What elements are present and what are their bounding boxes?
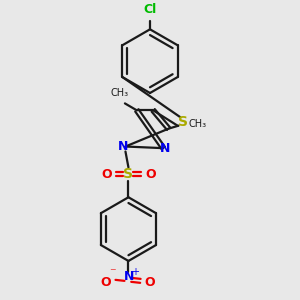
Text: CH₃: CH₃ xyxy=(188,119,207,129)
Text: O: O xyxy=(101,168,112,181)
Text: O: O xyxy=(100,276,111,289)
Text: Cl: Cl xyxy=(143,3,157,16)
Text: S: S xyxy=(123,167,134,182)
Text: N: N xyxy=(160,142,170,155)
Text: O: O xyxy=(144,276,155,289)
Text: +: + xyxy=(131,267,140,277)
Text: ⁻: ⁻ xyxy=(109,266,116,279)
Text: CH₃: CH₃ xyxy=(111,88,129,98)
Text: N: N xyxy=(124,270,135,284)
Text: O: O xyxy=(145,168,156,181)
Text: S: S xyxy=(178,115,188,129)
Text: N: N xyxy=(118,140,129,153)
